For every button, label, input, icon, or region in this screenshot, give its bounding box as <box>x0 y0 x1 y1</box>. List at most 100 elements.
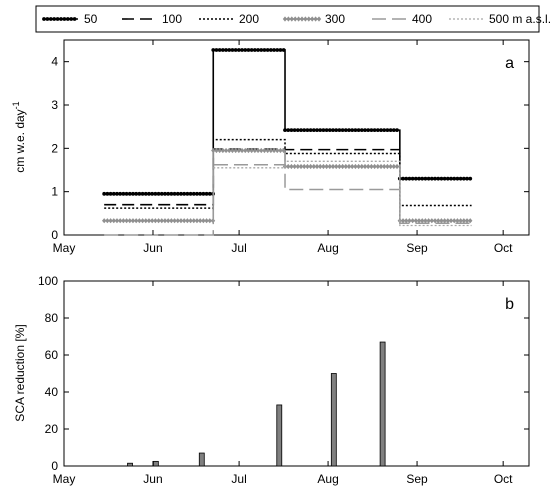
series-marker-300 <box>217 147 222 154</box>
series-marker-300 <box>356 163 361 170</box>
legend-marker <box>293 16 298 22</box>
panel-b-plot-area <box>63 280 530 467</box>
series-marker-50 <box>182 191 187 196</box>
series-marker-50 <box>217 48 222 52</box>
series-marker-50 <box>359 128 364 133</box>
series-marker-50 <box>166 191 171 196</box>
legend-marker <box>296 16 301 22</box>
series-marker-50 <box>445 176 450 181</box>
series-marker-300 <box>101 218 107 224</box>
panel-a-ticks: May Jun Jul Aug Sep Oct 0 1 2 3 4 <box>51 40 529 255</box>
series-marker-300 <box>108 218 113 224</box>
series-marker-300 <box>143 218 148 224</box>
series-marker-50 <box>343 128 348 133</box>
series-marker-50 <box>363 128 367 133</box>
series-marker-300 <box>265 147 270 154</box>
series-marker-50 <box>465 176 469 181</box>
panel-b-ytick-label: 40 <box>45 385 59 399</box>
series-marker-50 <box>308 128 313 133</box>
series-marker-50 <box>334 128 339 133</box>
panel-b-ticks: May Jun Jul Aug Sep Oct 0 20 40 60 80 100 <box>38 274 529 486</box>
series-marker-300 <box>464 218 470 224</box>
legend-item-300: 300 <box>282 12 345 26</box>
series-marker-300 <box>302 163 307 170</box>
series-marker-50 <box>246 48 251 52</box>
series-marker-50 <box>327 128 332 133</box>
legend-marker <box>62 17 67 21</box>
series-marker-300 <box>223 147 229 154</box>
series-marker-50 <box>259 48 264 52</box>
series-marker-50 <box>252 48 257 52</box>
series-marker-300 <box>445 218 451 224</box>
series-marker-300 <box>382 163 387 170</box>
bar <box>152 460 159 467</box>
legend-marker <box>310 16 315 22</box>
series-marker-50 <box>350 128 355 133</box>
series-marker-50 <box>220 48 225 52</box>
series-marker-50 <box>311 128 316 133</box>
series-marker-300 <box>337 163 342 170</box>
series-marker-300 <box>259 147 264 154</box>
series-marker-300 <box>130 218 136 224</box>
series-marker-50 <box>468 176 473 181</box>
series-marker-50 <box>204 191 209 196</box>
series-marker-50 <box>143 191 148 196</box>
series-marker-50 <box>153 191 158 196</box>
series-marker-50 <box>455 176 460 181</box>
series-marker-50 <box>150 191 155 196</box>
legend-marker <box>48 17 53 21</box>
series-marker-50 <box>230 48 235 52</box>
series-marker-50 <box>439 176 444 181</box>
series-marker-50 <box>275 48 280 52</box>
series-marker-50 <box>347 128 351 133</box>
panel-b-ylabel: SCA reduction [%] <box>13 324 27 421</box>
series-marker-300 <box>194 218 200 224</box>
series-marker-50 <box>188 191 193 196</box>
series-marker-50 <box>201 191 206 196</box>
series-marker-50 <box>449 176 453 181</box>
series-marker-300 <box>314 163 320 170</box>
series-marker-50 <box>318 128 323 133</box>
series-marker-50 <box>420 176 425 181</box>
legend-marker <box>303 16 308 22</box>
series-marker-300 <box>350 163 355 170</box>
series-marker-300 <box>268 147 274 154</box>
series-marker-50 <box>295 128 300 133</box>
panel-b-bars <box>127 341 386 467</box>
series-marker-50 <box>156 191 161 196</box>
legend-marker <box>59 17 63 21</box>
series-marker-300 <box>262 147 267 154</box>
series-marker-50 <box>102 191 107 196</box>
legend-marker <box>286 16 291 22</box>
bar <box>198 452 205 467</box>
series-marker-50 <box>286 128 291 133</box>
series-marker-300 <box>388 163 393 170</box>
series-marker-300 <box>175 218 180 224</box>
series-marker-50 <box>417 176 421 181</box>
legend-label: 400 <box>412 12 432 26</box>
series-marker-50 <box>243 48 248 52</box>
series-marker-50 <box>404 176 409 181</box>
series-marker-50 <box>369 128 374 133</box>
series-marker-300 <box>318 163 323 170</box>
panel-b-ytick-label: 60 <box>45 348 59 362</box>
panel-b-ytick-label: 0 <box>51 459 58 473</box>
series-line-500 <box>213 160 472 227</box>
series-marker-300 <box>278 147 283 154</box>
series-marker-300 <box>429 218 435 224</box>
series-marker-50 <box>423 176 428 181</box>
series-marker-50 <box>185 191 190 196</box>
series-marker-50 <box>407 176 412 181</box>
panel-a-xtick-label: Oct <box>494 241 513 255</box>
series-marker-300 <box>340 163 345 170</box>
series-marker-50 <box>324 128 329 133</box>
panel-a-ytick-label: 4 <box>51 55 58 69</box>
series-marker-50 <box>385 128 390 133</box>
series-marker-50 <box>375 128 380 133</box>
series-marker-50 <box>224 48 228 52</box>
series-marker-300 <box>378 163 384 170</box>
series-marker-300 <box>366 163 371 170</box>
panel-a-label: a <box>505 55 514 72</box>
series-marker-50 <box>442 176 447 181</box>
series-marker-300 <box>165 218 171 224</box>
